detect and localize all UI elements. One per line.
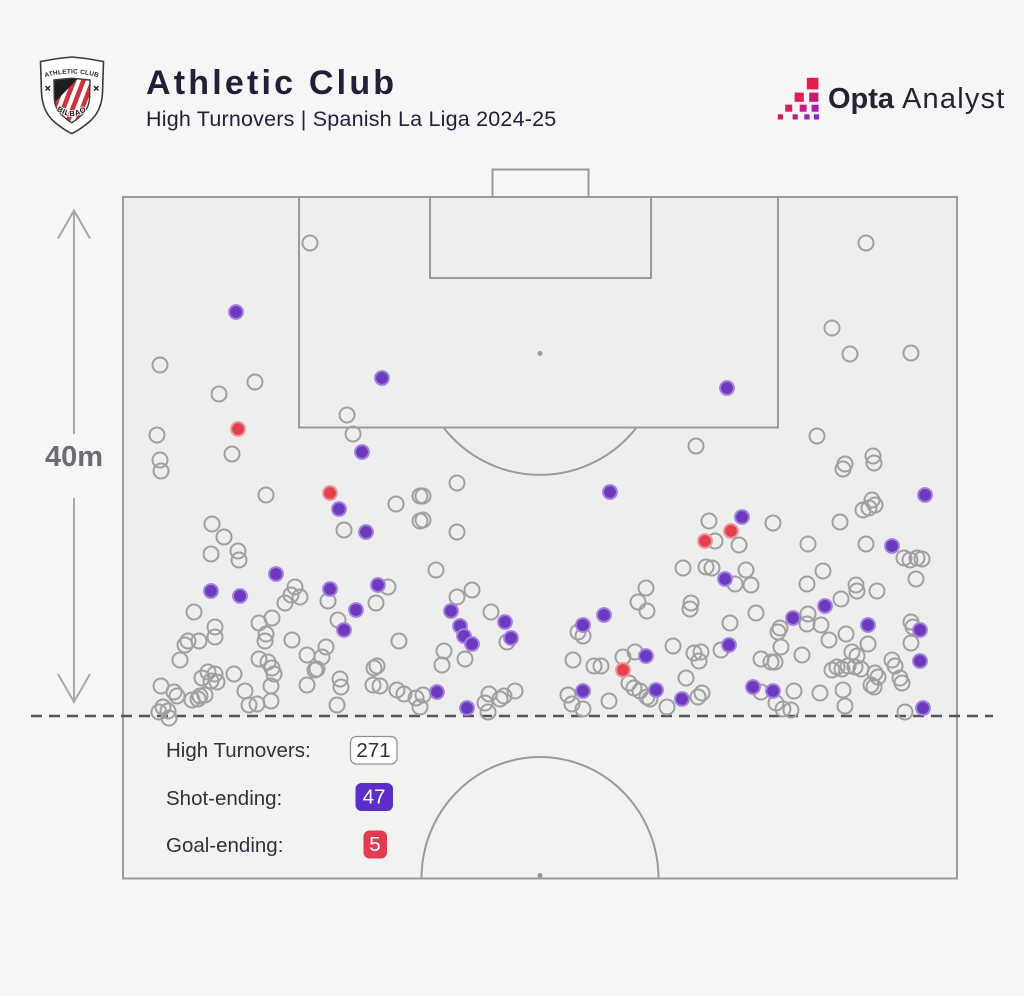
svg-text:High Turnovers:: High Turnovers: (166, 739, 311, 762)
svg-text:40m: 40m (45, 441, 103, 473)
svg-text:Goal-ending:: Goal-ending: (166, 834, 283, 857)
svg-text:High Turnovers | Spanish La Li: High Turnovers | Spanish La Liga 2024-25 (146, 107, 556, 131)
svg-text:271: 271 (356, 739, 390, 762)
svg-text:BILBAO: BILBAO (55, 104, 88, 118)
svg-text:5: 5 (369, 833, 380, 856)
svg-text:ATHLETIC CLUB: ATHLETIC CLUB (44, 68, 100, 79)
svg-text:Analyst: Analyst (902, 83, 1006, 115)
svg-text:Shot-ending:: Shot-ending: (166, 787, 282, 810)
svg-text:Opta: Opta (828, 83, 895, 115)
svg-text:Athletic Club: Athletic Club (146, 64, 397, 102)
svg-text:47: 47 (363, 786, 386, 809)
